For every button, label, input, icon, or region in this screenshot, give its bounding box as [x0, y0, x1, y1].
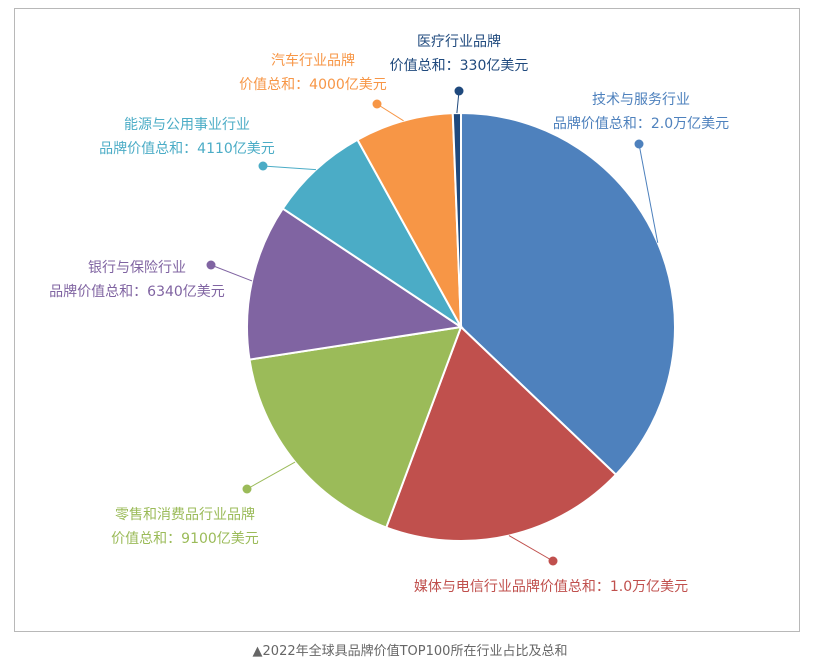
- leader-line-0: [638, 143, 659, 243]
- leader-dot-4: [258, 161, 268, 171]
- slice-label-line: 价值总和：4000亿美元: [239, 77, 387, 93]
- pie-slice-4: [281, 138, 462, 328]
- leader-dot-0: [634, 139, 644, 149]
- slice-label-line: 品牌价值总和：4110亿美元: [99, 140, 275, 157]
- slice-label-1: 媒体与电信行业品牌价值总和：1.0万亿美元: [414, 578, 688, 595]
- slice-label-line: 技术与服务行业: [592, 92, 690, 108]
- pie-slice-3: [246, 207, 464, 361]
- pie-labels: 技术与服务行业品牌价值总和：2.0万亿美元媒体与电信行业品牌价值总和：1.0万亿…: [49, 33, 729, 595]
- slice-label-6: 医疗行业品牌价值总和：330亿美元: [390, 33, 529, 74]
- slice-label-line: 零售和消费品行业品牌: [115, 506, 255, 523]
- chart-caption: ▲2022年全球具品牌价值TOP100所在行业占比及总和: [252, 644, 568, 659]
- slice-label-line: 能源与公用事业行业: [124, 117, 250, 133]
- leader-line-5: [376, 103, 404, 122]
- slice-label-5: 汽车行业品牌价值总和：4000亿美元: [239, 52, 387, 93]
- leader-dot-6: [454, 86, 464, 96]
- slice-label-line: 价值总和：9100亿美元: [111, 531, 259, 547]
- leader-line-2: [246, 461, 296, 490]
- pie-slice-2: [248, 325, 463, 529]
- slice-label-line: 品牌价值总和：6340亿美元: [49, 283, 225, 300]
- pie-slice-0: [460, 111, 676, 477]
- leader-dot-5: [372, 99, 382, 109]
- chart-frame: 技术与服务行业品牌价值总和：2.0万亿美元媒体与电信行业品牌价值总和：1.0万亿…: [14, 8, 800, 632]
- leader-dot-3: [206, 260, 216, 270]
- slice-label-line: 银行与保险行业: [88, 260, 186, 276]
- slice-label-line: 汽车行业品牌: [271, 52, 355, 69]
- slice-label-line: 价值总和：330亿美元: [390, 58, 529, 74]
- slice-label-0: 技术与服务行业品牌价值总和：2.0万亿美元: [553, 92, 729, 132]
- leader-line-3: [210, 264, 253, 282]
- pie-slices: [246, 111, 676, 542]
- leader-line-4: [262, 165, 317, 171]
- leader-line-1: [508, 535, 554, 562]
- slice-label-line: 品牌价值总和：2.0万亿美元: [553, 115, 729, 132]
- pie-slice-1: [384, 325, 618, 542]
- slice-label-4: 能源与公用事业行业品牌价值总和：4110亿美元: [99, 117, 275, 157]
- pie-slice-5: [356, 112, 462, 328]
- slice-label-2: 零售和消费品行业品牌价值总和：9100亿美元: [111, 506, 259, 547]
- leader-dot-2: [242, 484, 252, 494]
- slice-label-3: 银行与保险行业品牌价值总和：6340亿美元: [49, 260, 225, 300]
- slice-label-line: 医疗行业品牌: [417, 33, 501, 50]
- slice-label-line: 媒体与电信行业品牌价值总和：1.0万亿美元: [414, 578, 688, 595]
- pie-chart: 技术与服务行业品牌价值总和：2.0万亿美元媒体与电信行业品牌价值总和：1.0万亿…: [49, 33, 729, 595]
- leader-dot-1: [548, 556, 558, 566]
